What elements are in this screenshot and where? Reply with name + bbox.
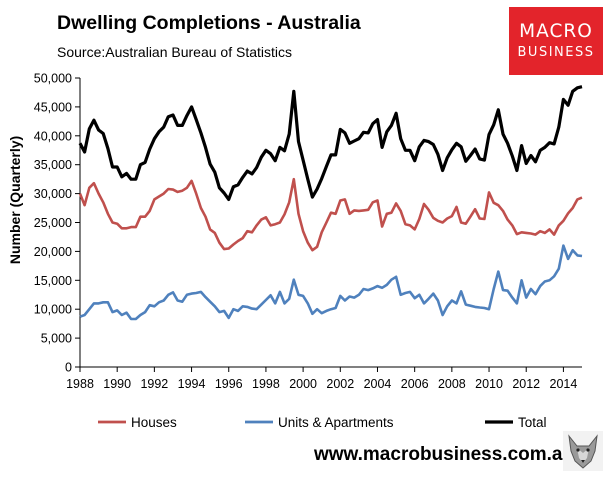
x-tick-label: 1988 — [66, 377, 94, 391]
y-tick-label: 35,000 — [34, 158, 72, 172]
x-tick-label: 2010 — [475, 377, 503, 391]
y-tick-label: 25,000 — [34, 216, 72, 230]
x-tick-label: 2000 — [289, 377, 317, 391]
y-tick-label: 40,000 — [34, 129, 72, 143]
series-line-units-apartments — [79, 244, 583, 321]
logo-line-1: MACRO — [519, 21, 593, 42]
y-tick-label: 20,000 — [34, 245, 72, 259]
macrobusiness-logo: MACRO BUSINESS — [509, 7, 603, 75]
logo-line-2: BUSINESS — [517, 45, 595, 60]
x-tick-label: 2004 — [364, 377, 392, 391]
y-tick-label: 50,000 — [34, 72, 72, 86]
chart-title: Dwelling Completions - Australia — [57, 12, 361, 34]
chart-series — [78, 85, 583, 321]
y-tick-label: 10,000 — [34, 303, 72, 317]
wolf-head-icon — [563, 431, 603, 471]
x-tick-label: 2014 — [550, 377, 578, 391]
y-tick-label: 45,000 — [34, 100, 72, 114]
y-tick-label: 0 — [65, 361, 72, 375]
y-axis-label: Number (Quarterly) — [7, 136, 23, 264]
legend-label-units-apartments: Units & Apartments — [278, 415, 394, 430]
x-tick-label: 2006 — [401, 377, 429, 391]
y-tick-label: 30,000 — [34, 187, 72, 201]
x-tick-label: 1990 — [103, 377, 131, 391]
x-tick-label: 1998 — [252, 377, 280, 391]
x-tick-label: 1996 — [215, 377, 243, 391]
x-tick-label: 1992 — [140, 377, 168, 391]
y-tick-label: 15,000 — [34, 274, 72, 288]
x-tick-label: 1994 — [178, 377, 206, 391]
x-tick-label: 2012 — [512, 377, 540, 391]
legend-label-houses: Houses — [131, 415, 177, 430]
y-tick-label: 5,000 — [41, 332, 72, 346]
chart-source: Source:Australian Bureau of Statistics — [57, 44, 293, 60]
chart-legend: Houses Units & Apartments Total — [98, 415, 547, 430]
x-tick-label: 2002 — [326, 377, 354, 391]
chart-axes: 0 5,000 10,000 15,000 20,000 25,000 30,000 35,0… — [34, 72, 582, 391]
legend-label-total: Total — [518, 415, 547, 430]
series-line-houses — [78, 177, 583, 252]
footer-url: www.macrobusiness.com.au — [314, 444, 575, 465]
series-line-total — [78, 85, 583, 201]
x-tick-label: 2008 — [438, 377, 466, 391]
